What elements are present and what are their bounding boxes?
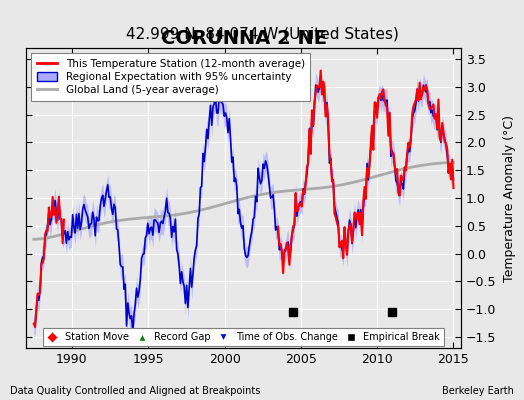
Text: Data Quality Controlled and Aligned at Breakpoints: Data Quality Controlled and Aligned at B… xyxy=(10,386,261,396)
Title: CORUNNA 2 NE: CORUNNA 2 NE xyxy=(161,29,326,48)
Y-axis label: Temperature Anomaly (°C): Temperature Anomaly (°C) xyxy=(504,114,517,282)
Legend: Station Move, Record Gap, Time of Obs. Change, Empirical Break: Station Move, Record Gap, Time of Obs. C… xyxy=(43,328,444,346)
Text: 42.999 N, 84.074 W (United States): 42.999 N, 84.074 W (United States) xyxy=(126,26,398,42)
Text: Berkeley Earth: Berkeley Earth xyxy=(442,386,514,396)
